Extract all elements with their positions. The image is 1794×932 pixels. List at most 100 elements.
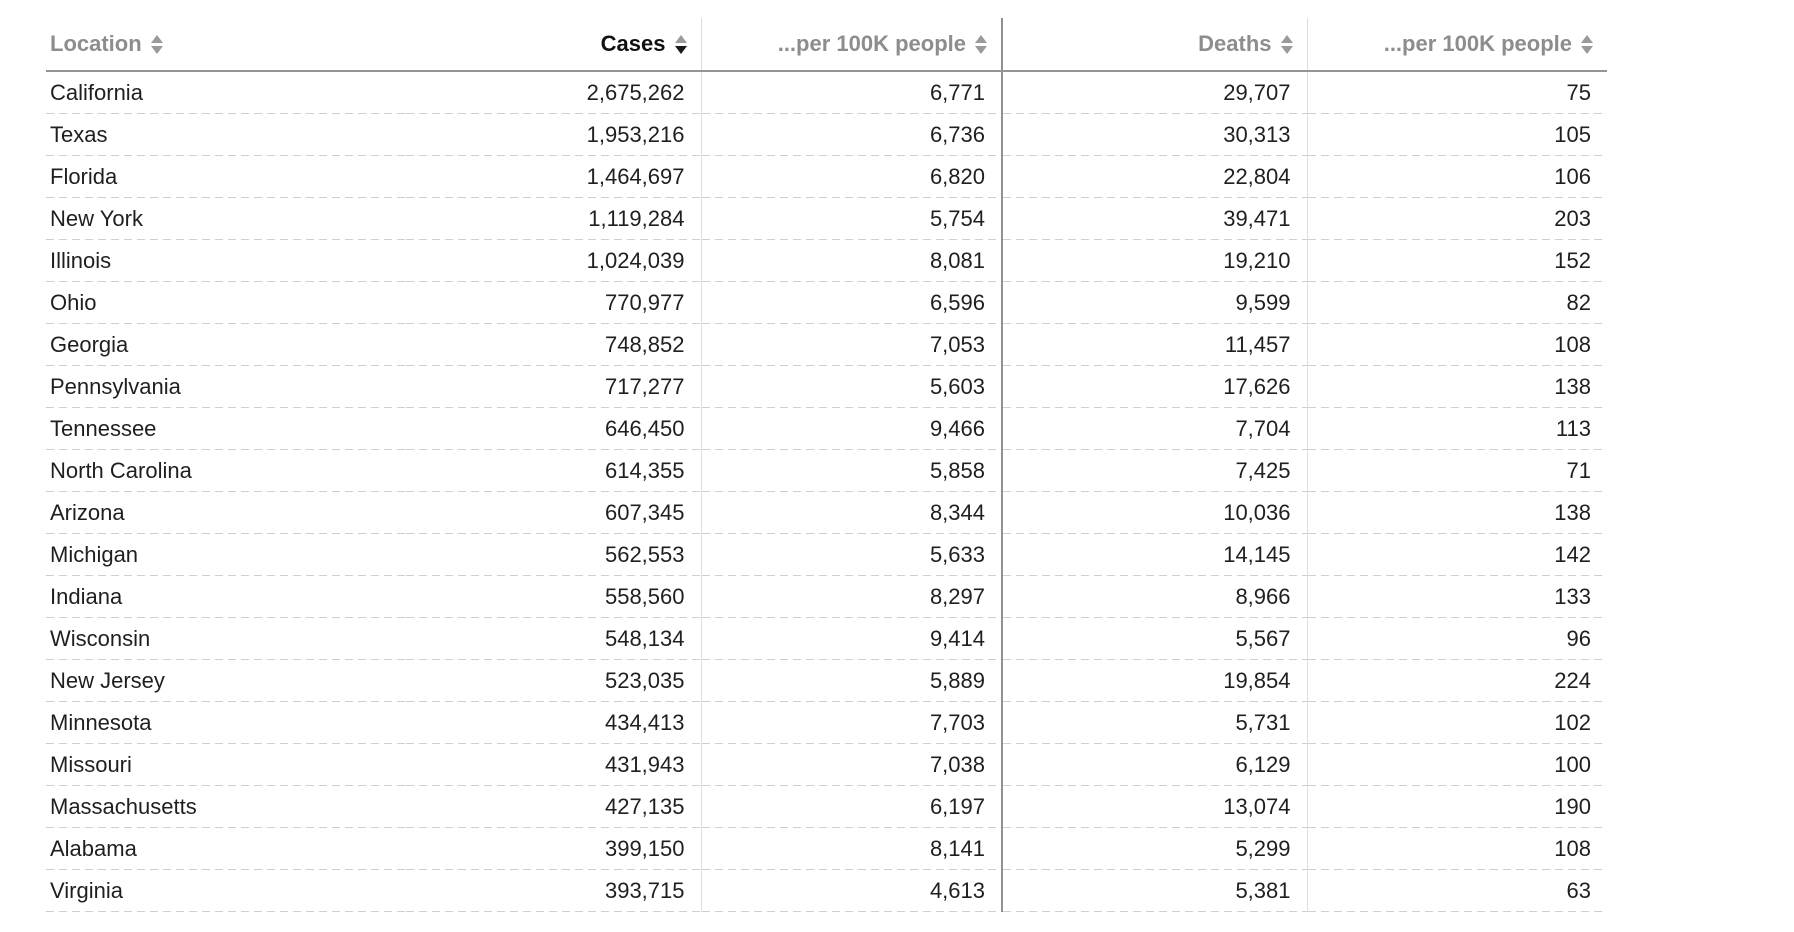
cell-location: Alabama xyxy=(46,828,406,870)
sort-asc-icon xyxy=(150,34,163,43)
cell-location: New Jersey xyxy=(46,660,406,702)
cell-deaths-per-100k: 152 xyxy=(1306,240,1607,282)
table-row: Massachusetts 427,135 6,197 13,074 190 xyxy=(46,786,1607,828)
cell-deaths: 11,457 xyxy=(1001,324,1307,366)
cell-location: Texas xyxy=(46,114,406,156)
sort-desc-icon xyxy=(674,45,687,54)
cell-cases-per-100k: 7,038 xyxy=(700,744,1002,786)
cell-deaths: 5,567 xyxy=(1001,618,1307,660)
sort-icon xyxy=(975,34,987,54)
table-row: Michigan 562,553 5,633 14,145 142 xyxy=(46,534,1607,576)
cell-cases-per-100k: 6,596 xyxy=(700,282,1002,324)
sort-desc-icon xyxy=(150,45,163,54)
table-row: Wisconsin 548,134 9,414 5,567 96 xyxy=(46,618,1607,660)
cell-deaths-per-100k: 106 xyxy=(1306,156,1607,198)
cell-location: New York xyxy=(46,198,406,240)
column-header-cases[interactable]: Cases xyxy=(406,18,701,72)
table-body: California 2,675,262 6,771 29,707 75 Tex… xyxy=(46,71,1607,912)
cell-deaths-per-100k: 102 xyxy=(1306,702,1607,744)
cell-cases: 562,553 xyxy=(406,534,701,576)
cell-cases-per-100k: 5,633 xyxy=(700,534,1002,576)
column-header-deaths-per-100k[interactable]: ...per 100K people xyxy=(1306,18,1607,72)
cell-deaths: 19,854 xyxy=(1001,660,1307,702)
cell-cases: 393,715 xyxy=(406,870,701,912)
cell-deaths: 9,599 xyxy=(1001,282,1307,324)
cell-cases: 1,464,697 xyxy=(406,156,701,198)
cell-cases: 717,277 xyxy=(406,366,701,408)
cell-cases-per-100k: 9,414 xyxy=(700,618,1002,660)
sort-desc-icon xyxy=(1280,45,1293,54)
cell-location: Minnesota xyxy=(46,702,406,744)
cell-cases: 1,953,216 xyxy=(406,114,701,156)
cell-location: Georgia xyxy=(46,324,406,366)
states-table: Location Cases xyxy=(46,18,1607,912)
cell-cases-per-100k: 4,613 xyxy=(700,870,1002,912)
cell-deaths-per-100k: 133 xyxy=(1306,576,1607,618)
cell-cases: 607,345 xyxy=(406,492,701,534)
covid-data-table: Location Cases xyxy=(46,18,1607,912)
cell-cases: 1,024,039 xyxy=(406,240,701,282)
sort-icon xyxy=(1581,34,1593,54)
table-row: Ohio 770,977 6,596 9,599 82 xyxy=(46,282,1607,324)
table-row: Arizona 607,345 8,344 10,036 138 xyxy=(46,492,1607,534)
cell-cases-per-100k: 6,771 xyxy=(700,71,1002,114)
sort-desc-icon xyxy=(975,45,987,54)
cell-deaths: 14,145 xyxy=(1001,534,1307,576)
table-row: Pennsylvania 717,277 5,603 17,626 138 xyxy=(46,366,1607,408)
sort-asc-icon xyxy=(1280,34,1293,43)
cell-location: Pennsylvania xyxy=(46,366,406,408)
cell-location: North Carolina xyxy=(46,450,406,492)
table-row: Texas 1,953,216 6,736 30,313 105 xyxy=(46,114,1607,156)
cell-cases-per-100k: 9,466 xyxy=(700,408,1002,450)
cell-deaths: 19,210 xyxy=(1001,240,1307,282)
column-header-location[interactable]: Location xyxy=(46,18,406,72)
table-row: New Jersey 523,035 5,889 19,854 224 xyxy=(46,660,1607,702)
sort-asc-icon xyxy=(975,34,987,43)
cell-deaths-per-100k: 190 xyxy=(1306,786,1607,828)
cell-cases: 558,560 xyxy=(406,576,701,618)
column-label-deaths: Deaths xyxy=(1198,31,1272,56)
cell-deaths: 13,074 xyxy=(1001,786,1307,828)
cell-deaths-per-100k: 224 xyxy=(1306,660,1607,702)
cell-deaths: 8,966 xyxy=(1001,576,1307,618)
cell-cases-per-100k: 5,603 xyxy=(700,366,1002,408)
cell-deaths: 5,381 xyxy=(1001,870,1307,912)
cell-deaths-per-100k: 71 xyxy=(1306,450,1607,492)
cell-deaths: 22,804 xyxy=(1001,156,1307,198)
cell-deaths-per-100k: 138 xyxy=(1306,366,1607,408)
cell-deaths-per-100k: 105 xyxy=(1306,114,1607,156)
column-label-cases: Cases xyxy=(600,31,666,56)
sort-desc-icon xyxy=(1581,45,1593,54)
table-header-row: Location Cases xyxy=(46,18,1607,72)
cell-location: Missouri xyxy=(46,744,406,786)
cell-cases: 523,035 xyxy=(406,660,701,702)
cell-location: Michigan xyxy=(46,534,406,576)
cell-location: Arizona xyxy=(46,492,406,534)
table-row: Florida 1,464,697 6,820 22,804 106 xyxy=(46,156,1607,198)
column-header-deaths[interactable]: Deaths xyxy=(1001,18,1307,72)
cell-deaths: 5,731 xyxy=(1001,702,1307,744)
cell-deaths: 6,129 xyxy=(1001,744,1307,786)
cell-cases: 646,450 xyxy=(406,408,701,450)
cell-location: California xyxy=(46,71,406,114)
cell-cases: 399,150 xyxy=(406,828,701,870)
cell-deaths: 30,313 xyxy=(1001,114,1307,156)
cell-cases-per-100k: 6,820 xyxy=(700,156,1002,198)
column-header-cases-per-100k[interactable]: ...per 100K people xyxy=(700,18,1002,72)
sort-asc-icon xyxy=(1581,34,1593,43)
cell-cases: 1,119,284 xyxy=(406,198,701,240)
sort-icon xyxy=(1280,34,1293,54)
table-row: Indiana 558,560 8,297 8,966 133 xyxy=(46,576,1607,618)
cell-deaths: 7,704 xyxy=(1001,408,1307,450)
table-row: New York 1,119,284 5,754 39,471 203 xyxy=(46,198,1607,240)
cell-deaths-per-100k: 63 xyxy=(1306,870,1607,912)
table-row: Alabama 399,150 8,141 5,299 108 xyxy=(46,828,1607,870)
cell-cases: 431,943 xyxy=(406,744,701,786)
cell-location: Illinois xyxy=(46,240,406,282)
cell-cases-per-100k: 5,754 xyxy=(700,198,1002,240)
cell-deaths-per-100k: 142 xyxy=(1306,534,1607,576)
cell-cases: 614,355 xyxy=(406,450,701,492)
cell-location: Tennessee xyxy=(46,408,406,450)
cell-location: Virginia xyxy=(46,870,406,912)
cell-deaths-per-100k: 203 xyxy=(1306,198,1607,240)
